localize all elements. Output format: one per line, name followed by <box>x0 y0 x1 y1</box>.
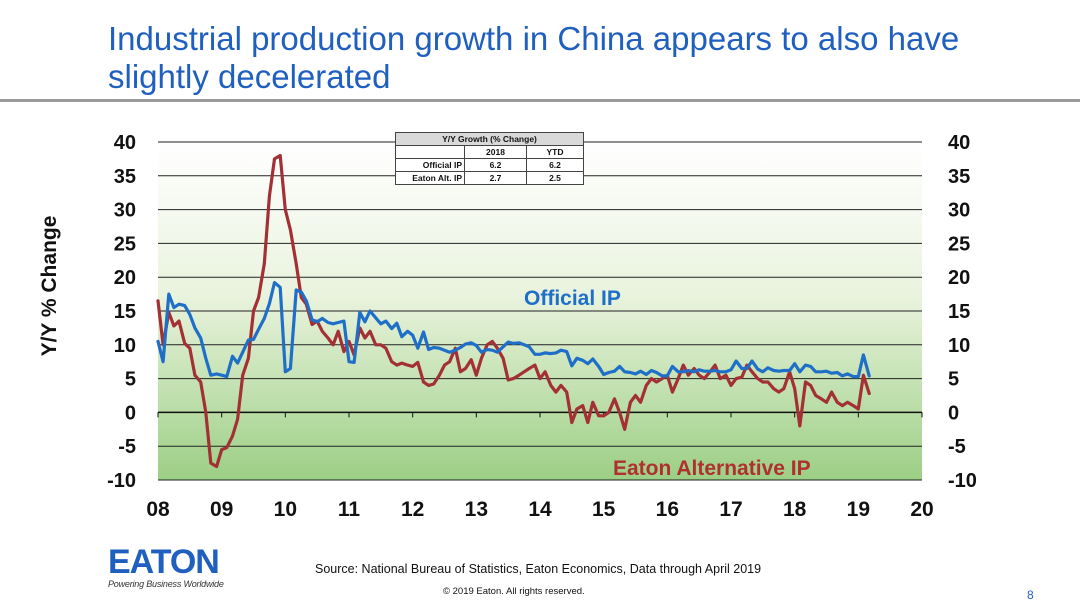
y-tick-label-right: 15 <box>948 301 970 323</box>
series-annotations: Official IP Eaton Alternative IP <box>524 287 811 480</box>
growth-table-corner <box>395 145 465 159</box>
copyright: © 2019 Eaton. All rights reserved. <box>443 586 585 597</box>
y-tick-label-right: -10 <box>948 470 977 492</box>
x-tick-label: 20 <box>910 498 933 521</box>
y-tick-label-right: 10 <box>948 335 970 357</box>
x-tick-label: 13 <box>465 498 488 521</box>
logo-wordmark: EATON <box>108 543 220 581</box>
series-annotation: Eaton Alternative IP <box>613 457 811 480</box>
y-tick-label: 25 <box>114 233 136 255</box>
growth-table-cell: 6.2 <box>525 158 585 172</box>
y-axis-right: 40 35 30 25 20 15 10 5 0 -5 -10 <box>948 132 977 492</box>
source-note: Source: National Bureau of Statistics, E… <box>315 562 762 576</box>
page-number: 8 <box>1027 588 1034 602</box>
y-tick-label-right: 5 <box>948 369 959 391</box>
growth-table-cell: 2.5 <box>525 171 585 185</box>
x-tick-label: 14 <box>528 498 552 521</box>
x-tick-label: 15 <box>592 498 616 521</box>
y-tick-label-right: 40 <box>948 132 970 154</box>
y-tick-label-right: -5 <box>948 436 966 458</box>
grid-lines <box>157 141 923 481</box>
y-tick-label: 20 <box>114 267 136 289</box>
eaton-logo: EATON Powering Business Worldwide <box>108 543 248 592</box>
growth-table-cell: 6.2 <box>464 158 527 172</box>
x-tick-label: 10 <box>274 498 297 521</box>
y-tick-label-right: 25 <box>948 233 970 255</box>
y-tick-label-right: 0 <box>948 402 959 424</box>
x-axis: 08 09 10 11 12 13 14 15 16 17 18 19 20 <box>146 498 933 521</box>
series-line-eaton-alternative-ip <box>156 153 871 469</box>
growth-table-col-ytd: YTD <box>525 145 585 159</box>
x-tick-label: 12 <box>401 498 424 521</box>
y-tick-label: 10 <box>114 335 136 357</box>
logo-tagline: Powering Business Worldwide <box>108 579 224 589</box>
y-tick-label: 40 <box>114 132 136 154</box>
growth-table: Y/Y Growth (% Change) 2018 YTD Official … <box>395 132 585 185</box>
x-tick-label: 11 <box>338 498 361 521</box>
y-tick-label: -5 <box>118 436 136 458</box>
x-tick-label: 18 <box>783 498 807 521</box>
y-axis-left: 40 35 30 25 20 15 10 5 0 -5 -10 <box>107 132 136 492</box>
series-annotation: Official IP <box>524 287 621 310</box>
y-tick-label-right: 35 <box>948 166 970 188</box>
slide-title: Industrial production growth in China ap… <box>108 20 960 95</box>
y-axis-title: Y/Y % Change <box>38 215 61 357</box>
growth-table-col-2018: 2018 <box>464 145 527 159</box>
y-tick-label: 15 <box>114 301 136 323</box>
x-tick-label: 16 <box>656 498 679 521</box>
x-tick-label: 09 <box>210 498 233 521</box>
growth-table-row-label: Eaton Alt. IP <box>395 171 465 185</box>
growth-table-cell: 2.7 <box>464 171 527 185</box>
y-tick-label: 5 <box>125 369 136 391</box>
y-tick-label: 35 <box>114 166 136 188</box>
series-lines <box>156 153 871 469</box>
x-tick-label: 19 <box>847 498 870 521</box>
title-divider <box>0 99 1080 102</box>
growth-table-title: Y/Y Growth (% Change) <box>395 132 584 146</box>
growth-table-row-label: Official IP <box>395 158 465 172</box>
series-line-official-ip <box>156 281 871 379</box>
y-tick-label: 30 <box>114 200 136 222</box>
y-tick-label-right: 20 <box>948 267 970 289</box>
y-tick-label-right: 30 <box>948 200 970 222</box>
x-tick-label: 08 <box>146 498 170 521</box>
y-tick-label: 0 <box>125 402 136 424</box>
x-tick-label: 17 <box>719 498 742 521</box>
y-tick-label: -10 <box>107 470 136 492</box>
